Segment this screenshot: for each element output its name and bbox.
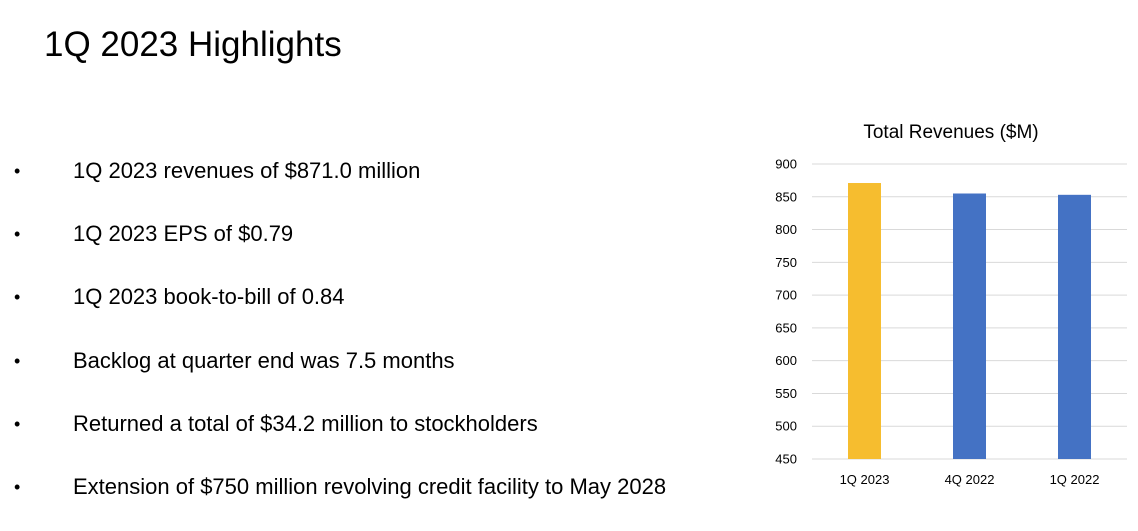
revenue-chart-svg: Total Revenues ($M) 900 850 800 750 700 650 60… (775, 122, 1127, 487)
y-tick-label: 900 (775, 157, 797, 172)
highlight-text: Returned a total of $34.2 million to sto… (73, 410, 538, 436)
chart-title: Total Revenues ($M) (863, 122, 1038, 143)
highlight-text: Backlog at quarter end was 7.5 months (73, 347, 455, 373)
y-tick-label: 700 (775, 288, 797, 303)
x-tick-label: 1Q 2022 (1050, 472, 1100, 487)
revenue-chart: Total Revenues ($M) 900 850 800 750 700 650 60… (740, 110, 1138, 530)
bullet-dot-icon: • (14, 287, 21, 308)
bullet-dot-icon: • (14, 350, 21, 371)
highlight-text: 1Q 2023 revenues of $871.0 million (73, 158, 421, 183)
x-tick-label: 4Q 2022 (945, 472, 995, 487)
y-tick-label: 550 (775, 386, 797, 401)
y-tick-label: 650 (775, 320, 797, 335)
x-tick-label: 1Q 2023 (840, 472, 890, 487)
y-tick-label: 850 (775, 189, 797, 204)
highlight-text: 1Q 2023 EPS of $0.79 (73, 221, 294, 247)
bar-1q-2022 (1058, 194, 1091, 460)
y-tick-label: 450 (775, 452, 797, 467)
bar-4q-2022 (953, 193, 986, 459)
bullet-dot-icon: • (14, 476, 21, 497)
bullet-dot-icon: • (14, 413, 21, 434)
y-tick-label: 500 (775, 419, 797, 434)
highlight-text: Extension of $750 million revolving cred… (73, 473, 667, 499)
highlight-text: 1Q 2023 book-to-bill of 0.84 (73, 284, 345, 310)
x-axis-ticks: 1Q 2023 4Q 2022 1Q 2022 (840, 472, 1100, 487)
bar-1q-2023 (848, 183, 881, 459)
bullet-dot-icon: • (14, 161, 21, 181)
bullet-dot-icon: • (14, 224, 21, 245)
slide-title: 1Q 2023 Highlights (44, 25, 342, 64)
y-axis-ticks: 900 850 800 750 700 650 600 550 500 450 (775, 157, 797, 467)
chart-bars (848, 183, 1091, 460)
y-tick-label: 800 (775, 222, 797, 237)
y-tick-label: 600 (775, 353, 797, 368)
y-tick-label: 750 (775, 255, 797, 270)
